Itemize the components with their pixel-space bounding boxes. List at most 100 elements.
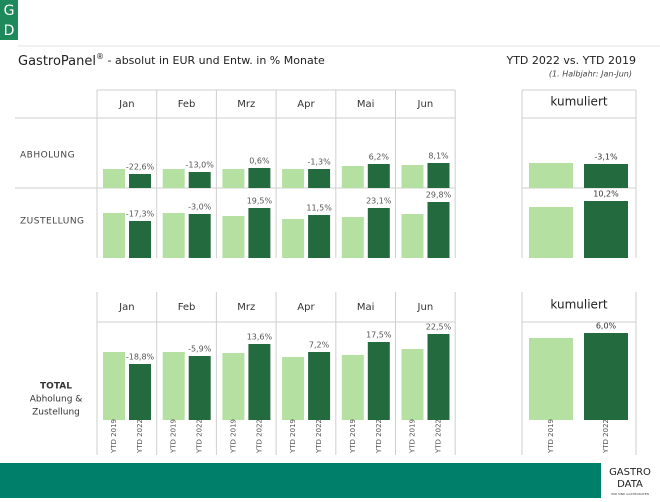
- cum-value-label: 10,2%: [593, 190, 619, 199]
- bar-2019: [401, 349, 424, 420]
- footer-logo-top: GASTRO: [609, 467, 651, 478]
- value-label: -18,8%: [126, 353, 155, 362]
- x-axis-label: YTD 2019: [110, 419, 118, 454]
- title-rest: - absolut in EUR und Entw. in % Monate: [104, 54, 325, 67]
- summary-header: kumuliert: [550, 95, 607, 109]
- x-axis-label: YTD 2022: [315, 419, 323, 454]
- value-label: 23,1%: [366, 197, 392, 206]
- bar-2022: [129, 221, 151, 258]
- value-label: 11,5%: [306, 204, 332, 213]
- bar-2022: [188, 356, 211, 420]
- right-subtitle: (1. Halbjahr: Jan-Jun): [549, 70, 632, 79]
- bar-2019: [222, 353, 245, 420]
- bar-2022: [188, 172, 211, 188]
- month-header: Feb: [178, 302, 196, 313]
- month-header: Mrz: [237, 99, 255, 110]
- value-label: 29,8%: [426, 191, 452, 200]
- value-label: 7,2%: [309, 341, 330, 350]
- month-header: Jun: [417, 302, 434, 313]
- value-label: 6,2%: [369, 153, 390, 162]
- month-header: Apr: [297, 99, 315, 110]
- x-axis-label: YTD 2019: [547, 419, 555, 454]
- value-label: -5,9%: [188, 345, 212, 354]
- bar-2022: [308, 169, 331, 188]
- bar-2019: [103, 213, 125, 258]
- title-main: GastroPanel: [18, 54, 96, 69]
- bar-2022: [248, 168, 271, 188]
- bar-2022: [248, 208, 271, 258]
- month-header: Mrz: [237, 302, 255, 313]
- logo-cell: [0, 20, 18, 40]
- bar-2022: [427, 202, 450, 258]
- month-header: Feb: [178, 99, 196, 110]
- row-label: ABHOLUNG: [20, 151, 75, 161]
- bar-2019: [341, 355, 364, 420]
- bar-2019: [103, 352, 125, 420]
- total-label: Zustellung: [32, 408, 80, 418]
- value-label: 17,5%: [366, 331, 392, 340]
- x-axis-label: YTD 2022: [375, 419, 383, 454]
- logo-cell: [0, 0, 18, 20]
- bar-2019: [401, 165, 424, 188]
- cum-value-label: 6,0%: [596, 322, 617, 331]
- x-axis-label: YTD 2019: [349, 419, 357, 454]
- bar-2019: [341, 166, 364, 188]
- footer-logo-tagline: WIR SIND GASTRODATEN: [611, 492, 649, 496]
- bar-2022: [129, 364, 151, 420]
- title: GastroPanel® - absolut in EUR und Entw. …: [18, 52, 325, 69]
- total-label: TOTAL: [40, 382, 72, 392]
- bar-2019: [162, 352, 185, 420]
- bar-2019: [282, 169, 305, 188]
- cum-bar-2019: [529, 163, 573, 188]
- value-label: 13,6%: [247, 333, 273, 342]
- bar-2022: [367, 342, 390, 420]
- title-mark: ®: [96, 52, 104, 61]
- bar-2022: [308, 352, 331, 420]
- x-axis-label: YTD 2022: [602, 419, 610, 454]
- bar-2022: [427, 334, 450, 420]
- x-axis-label: YTD 2019: [229, 419, 237, 454]
- value-label: -17,3%: [126, 210, 155, 219]
- bar-2022: [367, 164, 390, 188]
- x-axis-label: YTD 2022: [136, 419, 144, 454]
- logo-letter: G: [4, 3, 15, 19]
- row-label: ZUSTELLUNG: [20, 217, 85, 227]
- summary-header: kumuliert: [550, 298, 607, 312]
- value-label: 19,5%: [247, 197, 273, 206]
- bar-2019: [282, 357, 305, 420]
- month-header: Mai: [357, 302, 375, 313]
- footer-band: [0, 463, 660, 498]
- footer-logo-bottom: DATA: [617, 479, 643, 490]
- bar-2019: [401, 214, 424, 258]
- month-header: Jan: [118, 302, 134, 313]
- x-axis-label: YTD 2022: [255, 419, 263, 454]
- cum-bar-2019: [529, 338, 573, 420]
- value-label: 0,6%: [249, 157, 270, 166]
- bar-2019: [341, 217, 364, 258]
- value-label: -3,0%: [188, 203, 212, 212]
- bar-2019: [282, 219, 305, 258]
- cum-bar-2022: [584, 164, 628, 188]
- value-label: 22,5%: [426, 323, 452, 332]
- bar-2022: [367, 208, 390, 258]
- logo-letter: D: [4, 23, 15, 39]
- cum-bar-2022: [584, 201, 628, 258]
- value-label: -22,6%: [126, 163, 155, 172]
- bar-2022: [129, 174, 151, 188]
- bar-2019: [103, 169, 125, 188]
- x-axis-label: YTD 2022: [196, 419, 204, 454]
- month-header: Apr: [297, 302, 315, 313]
- bar-2022: [188, 214, 211, 258]
- x-axis-label: YTD 2019: [289, 419, 297, 454]
- value-label: -13,0%: [186, 161, 215, 170]
- month-header: Jun: [417, 99, 434, 110]
- month-header: Mai: [357, 99, 375, 110]
- value-label: 8,1%: [428, 152, 449, 161]
- total-label: Abholung &: [30, 395, 83, 405]
- bar-2022: [248, 344, 271, 420]
- bar-2019: [222, 169, 245, 188]
- footer-logo-box: [601, 462, 660, 498]
- cum-bar-2019: [529, 207, 573, 258]
- cum-value-label: -3,1%: [594, 153, 618, 162]
